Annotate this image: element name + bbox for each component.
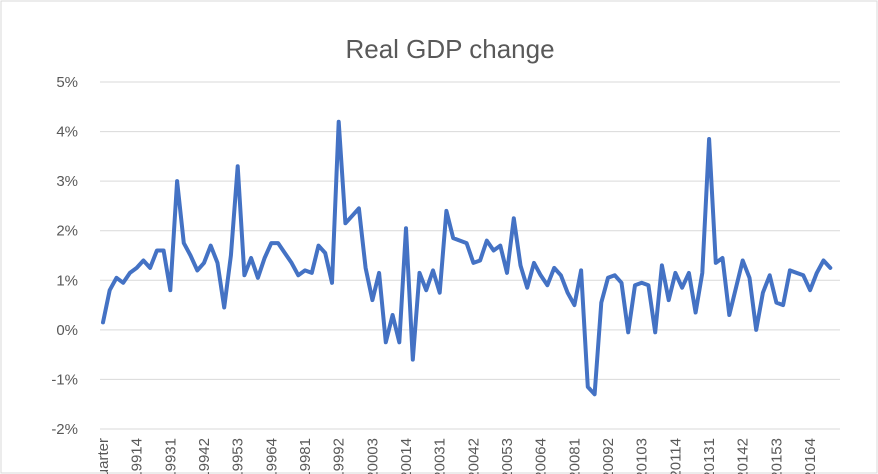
- x-tick-label: 19914: [129, 438, 146, 474]
- x-tick-label: 20103: [634, 438, 651, 474]
- y-tick-label: 5%: [56, 74, 78, 91]
- x-tick-label: 20092: [600, 438, 617, 474]
- x-tick-label: 19942: [196, 438, 213, 474]
- x-tick-label: 20053: [499, 438, 516, 474]
- x-tick-label: 20064: [533, 438, 550, 474]
- x-tick-label: 20003: [364, 438, 381, 474]
- x-tick-label: 20131: [701, 438, 718, 474]
- x-tick-label: 20142: [735, 438, 752, 474]
- x-tick-label: 20014: [398, 438, 415, 474]
- data-line: [101, 119, 833, 397]
- y-tick-label: 0%: [56, 322, 78, 339]
- x-tick-label: 20164: [802, 438, 819, 474]
- y-tick-label: 2%: [56, 223, 78, 240]
- x-tick-label: 20081: [566, 438, 583, 474]
- x-tick-label: 20114: [667, 438, 684, 474]
- y-tick-label: 1%: [56, 272, 78, 289]
- x-tick-label: Quarter: [95, 438, 112, 474]
- y-tick-label: -1%: [51, 371, 78, 388]
- x-tick-label: 19981: [297, 438, 314, 474]
- x-tick-label: 19992: [331, 438, 348, 474]
- x-tick-label: 19931: [162, 438, 179, 474]
- y-tick-label: 4%: [56, 124, 78, 141]
- x-tick-label: 20031: [432, 438, 449, 474]
- x-tick-label: 19964: [263, 438, 280, 474]
- y-tick-label: -2%: [51, 421, 78, 438]
- x-tick-label: 20042: [465, 438, 482, 474]
- chart-title: Real GDP change: [345, 34, 554, 64]
- y-tick-label: 3%: [56, 173, 78, 190]
- x-tick-label: 19953: [230, 438, 247, 474]
- x-tick-label: 20153: [768, 438, 785, 474]
